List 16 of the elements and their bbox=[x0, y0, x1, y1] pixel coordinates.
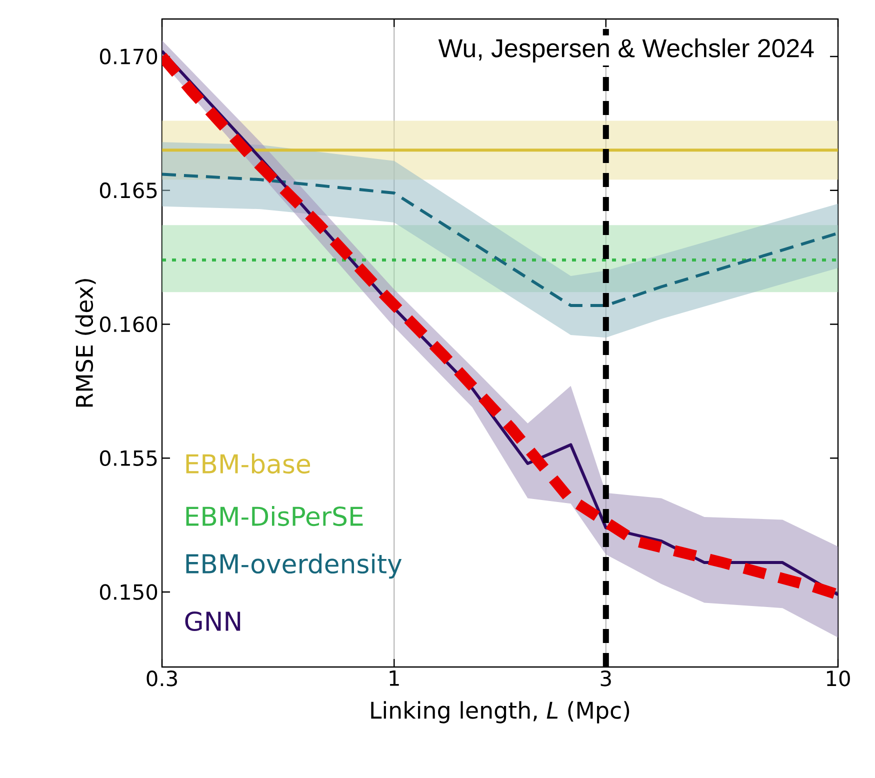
y-tick-label: 0.150 bbox=[100, 584, 158, 600]
y-tick-label: 0.160 bbox=[100, 316, 158, 332]
y-tick-label: 0.170 bbox=[100, 48, 158, 64]
x-axis-title: Linking length, L (Mpc) bbox=[371, 701, 630, 724]
x-tick-label: 3 bbox=[600, 670, 611, 686]
text: GNN bbox=[185, 611, 240, 632]
text: EBM-overdensity bbox=[186, 554, 402, 579]
x-tick-label: 1 bbox=[390, 670, 399, 686]
y-axis-title: RMSE (dex) bbox=[75, 279, 96, 407]
x-tick-label: 0.3 bbox=[146, 670, 177, 686]
y-tick-label: 0.165 bbox=[100, 182, 157, 198]
text: EBM-DisPerSE bbox=[186, 506, 363, 526]
y-tick-label: 0.155 bbox=[100, 450, 157, 466]
x-tick-label: 10 bbox=[826, 670, 850, 686]
annotation: Wu, Jespersen & Wechsler 2024 bbox=[438, 38, 814, 63]
text: EBM-base bbox=[186, 454, 310, 474]
